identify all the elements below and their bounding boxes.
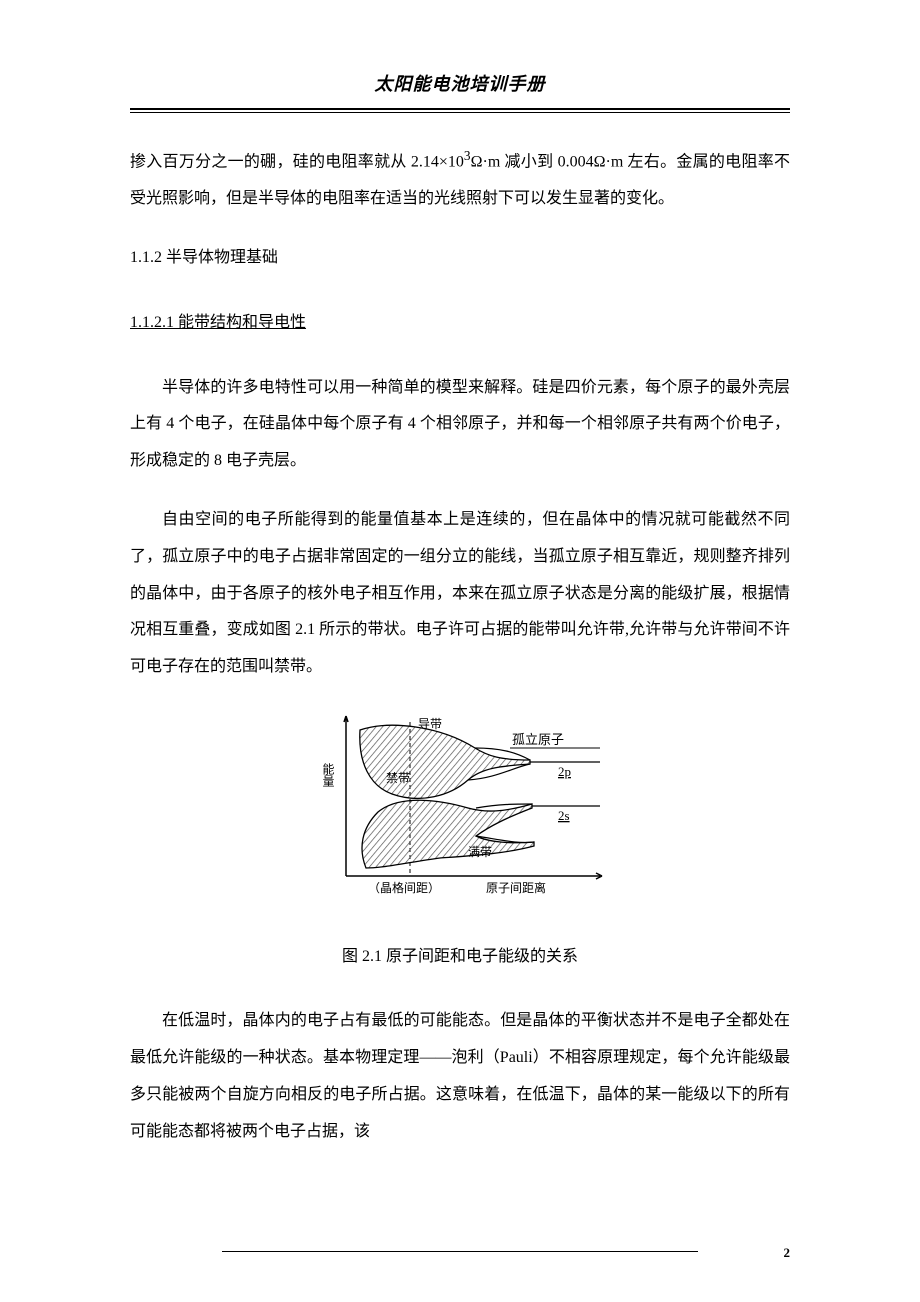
paragraph-intro: 掺入百万分之一的硼，硅的电阻率就从 2.14×103Ω·m 减小到 0.004Ω… xyxy=(130,141,790,218)
page-number: 2 xyxy=(784,1245,791,1261)
forbidden-band-label: 禁带 xyxy=(386,771,410,785)
page-footer: 2 xyxy=(130,1251,790,1252)
level-2p-label: 2p xyxy=(558,764,571,779)
figure-caption: 图 2.1 原子间距和电子能级的关系 xyxy=(130,939,790,976)
conduction-band-label: 导带 xyxy=(418,717,442,731)
level-2s-label: 2s xyxy=(558,808,570,823)
paragraph-3: 自由空间的电子所能得到的能量值基本上是连续的，但在晶体中的情况就可能截然不同了，… xyxy=(130,502,790,686)
header-rule xyxy=(130,112,790,113)
band-structure-figure: 能量 导带 禁带 满带 孤立原子 2p 2s （晶格间距） 原子间距离 xyxy=(300,708,620,898)
y-axis-label: 能量 xyxy=(321,762,335,786)
band-diagram-svg: 能量 导带 禁带 满带 孤立原子 2p 2s （晶格间距） 原子间距离 xyxy=(300,708,620,898)
page-header: 太阳能电池培训手册 xyxy=(130,70,790,110)
figure-container: 能量 导带 禁带 满带 孤立原子 2p 2s （晶格间距） 原子间距离 xyxy=(130,708,790,913)
p1-exponent: 3 xyxy=(464,148,471,163)
page-content: 掺入百万分之一的硼，硅的电阻率就从 2.14×103Ω·m 减小到 0.004Ω… xyxy=(130,141,790,1151)
footer-rule xyxy=(222,1251,697,1252)
paragraph-4: 在低温时，晶体内的电子占有最低的可能能态。但是晶体的平衡状态并不是电子全都处在最… xyxy=(130,1003,790,1150)
lattice-spacing-label: （晶格间距） xyxy=(368,880,440,895)
paragraph-2: 半导体的许多电特性可以用一种简单的模型来解释。硅是四价元素，每个原子的最外壳层上… xyxy=(130,370,790,480)
isolated-atom-label: 孤立原子 xyxy=(512,732,564,747)
x-axis-label: 原子间距离 xyxy=(486,880,546,895)
header-title: 太阳能电池培训手册 xyxy=(375,74,546,94)
subsection-heading: 1.1.2.1 能带结构和导电性 xyxy=(130,305,790,342)
section-heading: 1.1.2 半导体物理基础 xyxy=(130,240,790,277)
valence-band-label: 满带 xyxy=(468,845,492,859)
p1-text-a: 掺入百万分之一的硼，硅的电阻率就从 2.14×10 xyxy=(130,153,464,170)
